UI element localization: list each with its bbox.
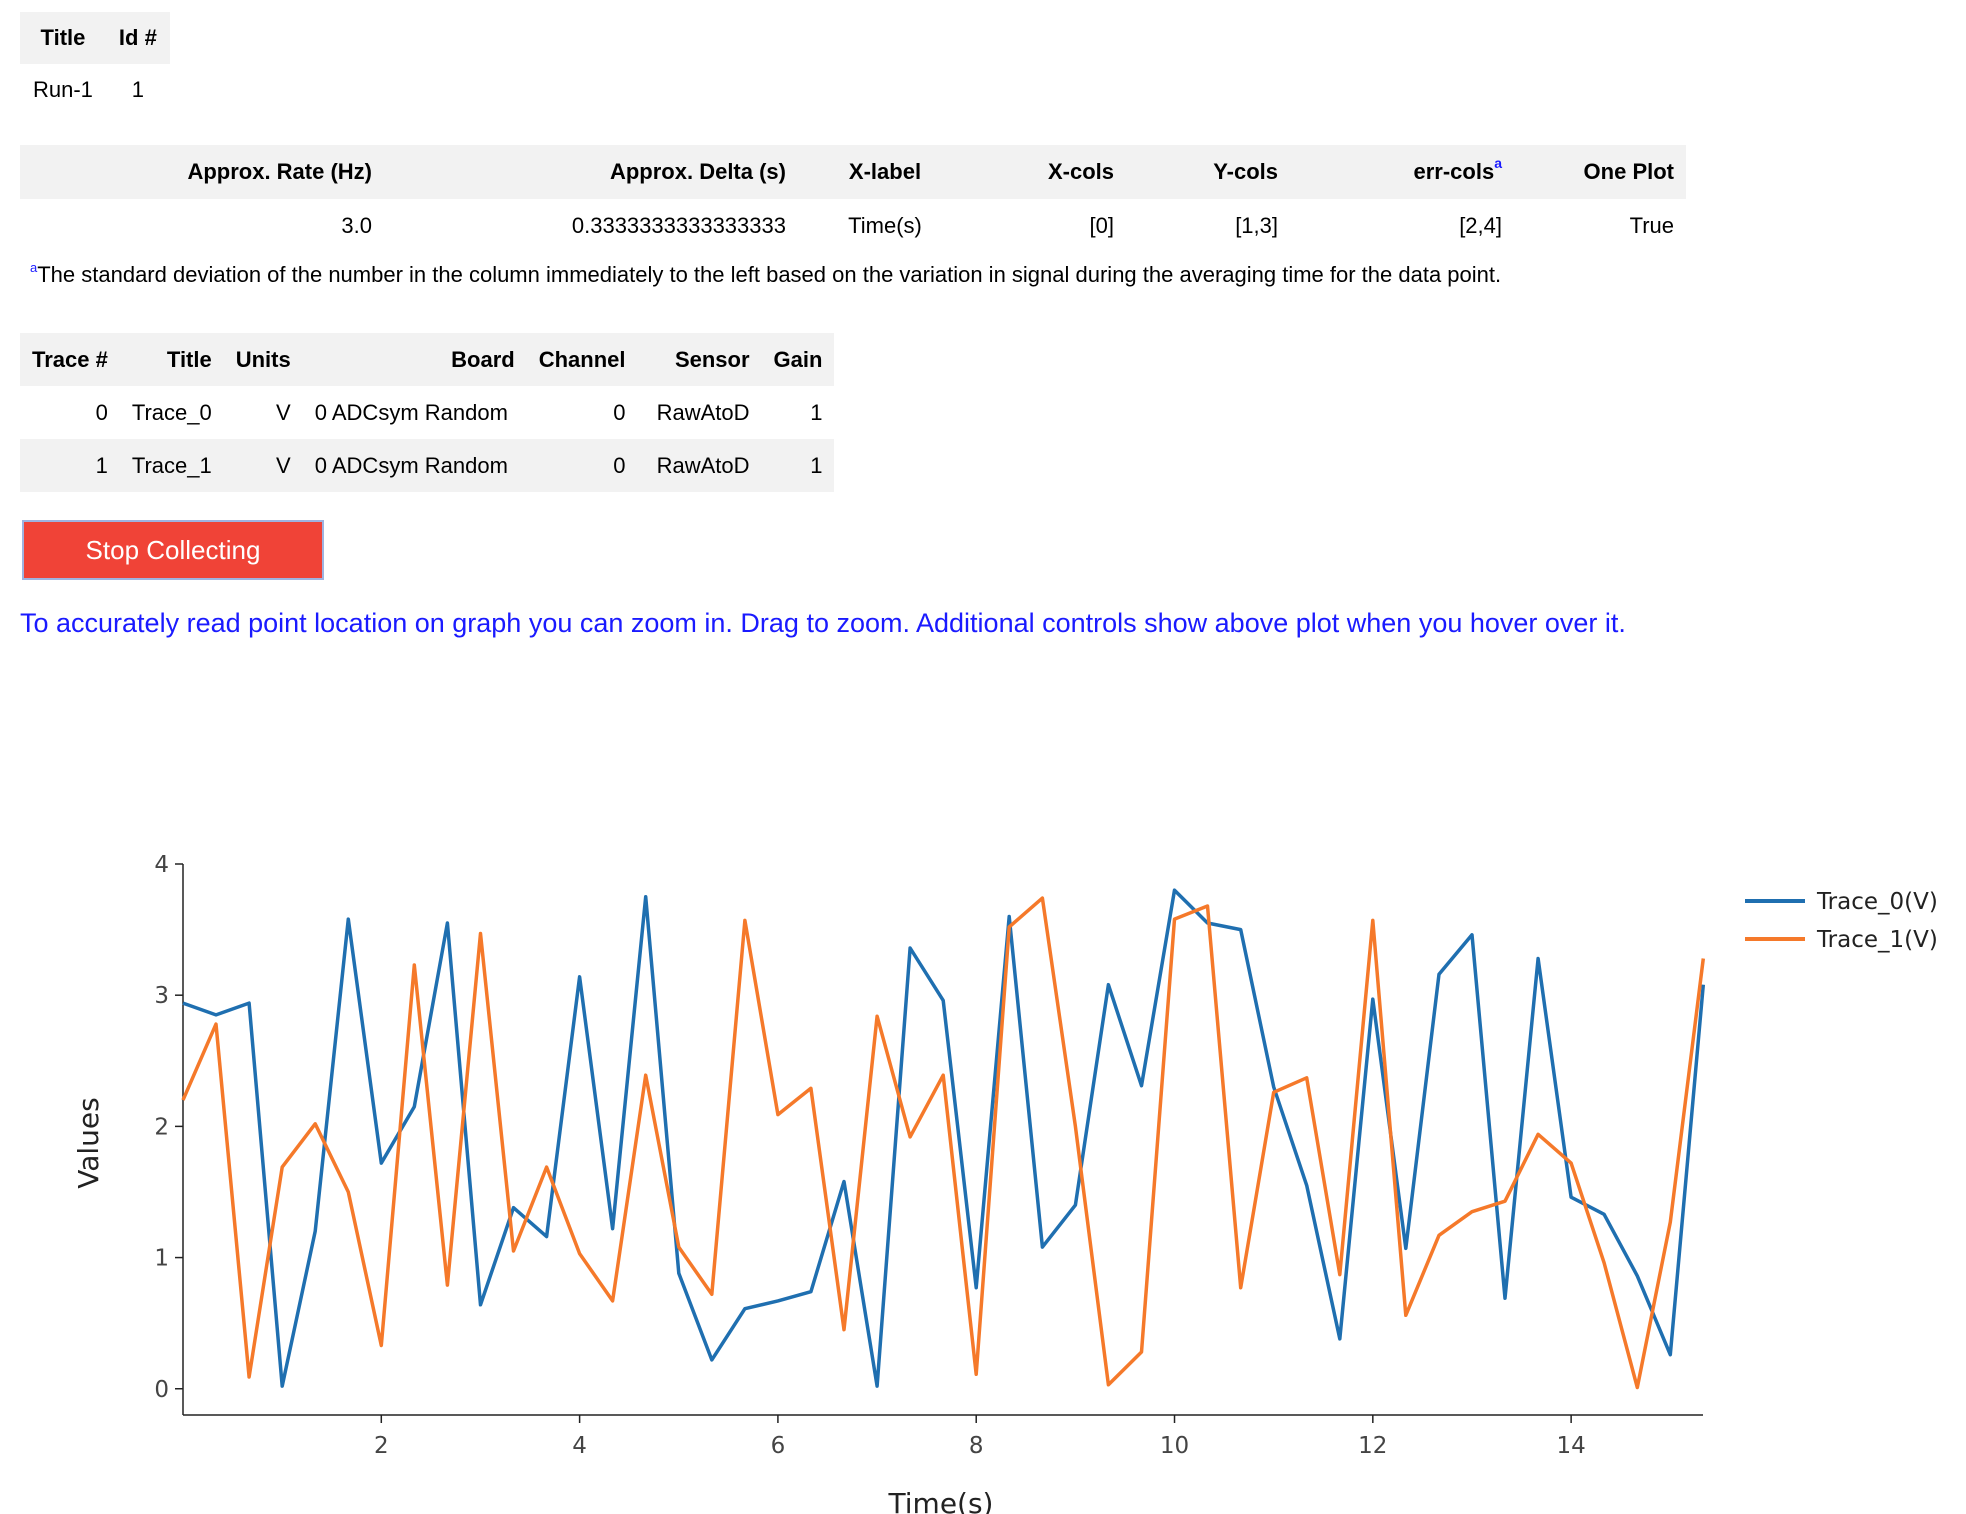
series-line-trace-0-v[interactable]	[182, 888, 1706, 1388]
x-tick-label: 8	[969, 1433, 984, 1459]
errcols-header: err-colsa	[1290, 145, 1514, 199]
zoom-hint-text: To accurately read point location on gra…	[20, 608, 1626, 638]
run-info-table: Title Id # Run-1 1	[20, 12, 170, 116]
ycols-header: Y-cols	[1213, 159, 1278, 184]
x-axis-title: Time(s)	[888, 1487, 994, 1514]
xlabel-header: X-label	[848, 159, 922, 184]
trace-row: 1 Trace_1 V 0 ADCsym Random 0 RawAtoD 1	[20, 439, 835, 492]
trace-num-header: Trace #	[32, 346, 108, 372]
x-tick-label: 4	[572, 1433, 587, 1459]
x-axis: 2 4 6 8 10 12 14	[183, 1414, 1703, 1459]
rate-value: 3.0	[341, 213, 372, 238]
errcols-value: [2,4]	[1459, 213, 1502, 238]
delta-header: Approx. Delta (s)	[609, 159, 786, 184]
y-tick-label: 4	[154, 852, 169, 878]
y-tick-label: 2	[154, 1114, 169, 1140]
trace-header-row: Trace # Title Units Board Channel Sensor…	[20, 333, 835, 386]
trace-board-cell: 0 ADCsym Random	[314, 452, 508, 478]
run-info-row: Run-1 1	[20, 64, 170, 116]
trace-gain-header: Gain	[773, 346, 823, 372]
y-tick-label: 1	[154, 1246, 169, 1272]
trace-sensor-cell: RawAtoD	[656, 452, 750, 478]
trace-num-cell: 1	[95, 452, 108, 478]
trace-title-cell: Trace_1	[131, 452, 212, 478]
trace-units-cell: V	[276, 399, 291, 425]
run-title-cell: Run-1	[33, 77, 93, 102]
ycols-value: [1,3]	[1235, 213, 1278, 238]
xlabel-value: Time(s)	[848, 213, 922, 238]
footnote-text: The standard deviation of the number in …	[37, 262, 1502, 287]
legend-label[interactable]: Trace_1(V)	[1816, 927, 1938, 953]
params-table: Approx. Rate (Hz) Approx. Delta (s) X-la…	[20, 145, 1686, 253]
trace-gain-cell: 1	[810, 399, 823, 425]
delta-value: 0.3333333333333333	[571, 213, 786, 238]
params-header-row: Approx. Rate (Hz) Approx. Delta (s) X-la…	[20, 145, 1686, 199]
trace-sensor-header: Sensor	[674, 346, 750, 372]
trace-channel-cell: 0	[613, 452, 626, 478]
xcols-value: [0]	[1089, 213, 1114, 238]
errcols-header-label: err-cols	[1413, 159, 1495, 184]
trace-channel-cell: 0	[613, 399, 626, 425]
trace-board-header: Board	[451, 346, 515, 372]
y-axis: 0 1 2 3 4	[154, 852, 184, 1415]
y-tick-label: 0	[154, 1377, 169, 1403]
footnote-marker: a	[30, 260, 38, 275]
run-id-header: Id #	[118, 25, 157, 50]
params-row: 3.0 0.3333333333333333 Time(s) [0] [1,3]…	[20, 199, 1686, 253]
x-tick-label: 2	[374, 1433, 389, 1459]
x-tick-label: 14	[1556, 1433, 1585, 1459]
trace-num-cell: 0	[95, 399, 108, 425]
trace-row: 0 Trace_0 V 0 ADCsym Random 0 RawAtoD 1	[20, 386, 834, 439]
chart-legend[interactable]: Trace_0(V) Trace_1(V)	[1745, 889, 1938, 953]
oneplot-value: True	[1629, 213, 1674, 238]
x-tick-label: 6	[771, 1433, 786, 1459]
trace-units-header: Units	[235, 346, 291, 372]
trace-channel-header: Channel	[538, 346, 626, 372]
trace-units-cell: V	[276, 452, 291, 478]
trace-sensor-cell: RawAtoD	[656, 399, 750, 425]
y-axis-title: Values	[72, 1097, 105, 1188]
plot-area[interactable]	[181, 888, 1706, 1390]
rate-header: Approx. Rate (Hz)	[187, 159, 372, 184]
run-title-header: Title	[40, 25, 86, 50]
oneplot-header: One Plot	[1583, 159, 1674, 184]
run-id-cell: 1	[131, 77, 144, 102]
trace-table: Trace # Title Units Board Channel Sensor…	[20, 333, 835, 492]
x-tick-label: 12	[1358, 1433, 1387, 1459]
trace-title-header: Title	[166, 346, 212, 372]
x-tick-label: 10	[1160, 1433, 1189, 1459]
trace-board-cell: 0 ADCsym Random	[314, 399, 508, 425]
footnote: aThe standard deviation of the number in…	[30, 260, 1502, 288]
trace-title-cell: Trace_0	[131, 399, 212, 425]
series-line-trace-1-v[interactable]	[181, 896, 1706, 1390]
trace-gain-cell: 1	[810, 452, 823, 478]
run-info-header-row: Title Id #	[20, 12, 170, 64]
y-tick-label: 3	[154, 983, 169, 1009]
xcols-header: X-cols	[1047, 159, 1114, 184]
stop-collecting-button[interactable]: Stop Collecting	[22, 520, 324, 580]
legend-label[interactable]: Trace_0(V)	[1816, 889, 1938, 915]
errcols-footnote-marker: a	[1494, 155, 1502, 171]
